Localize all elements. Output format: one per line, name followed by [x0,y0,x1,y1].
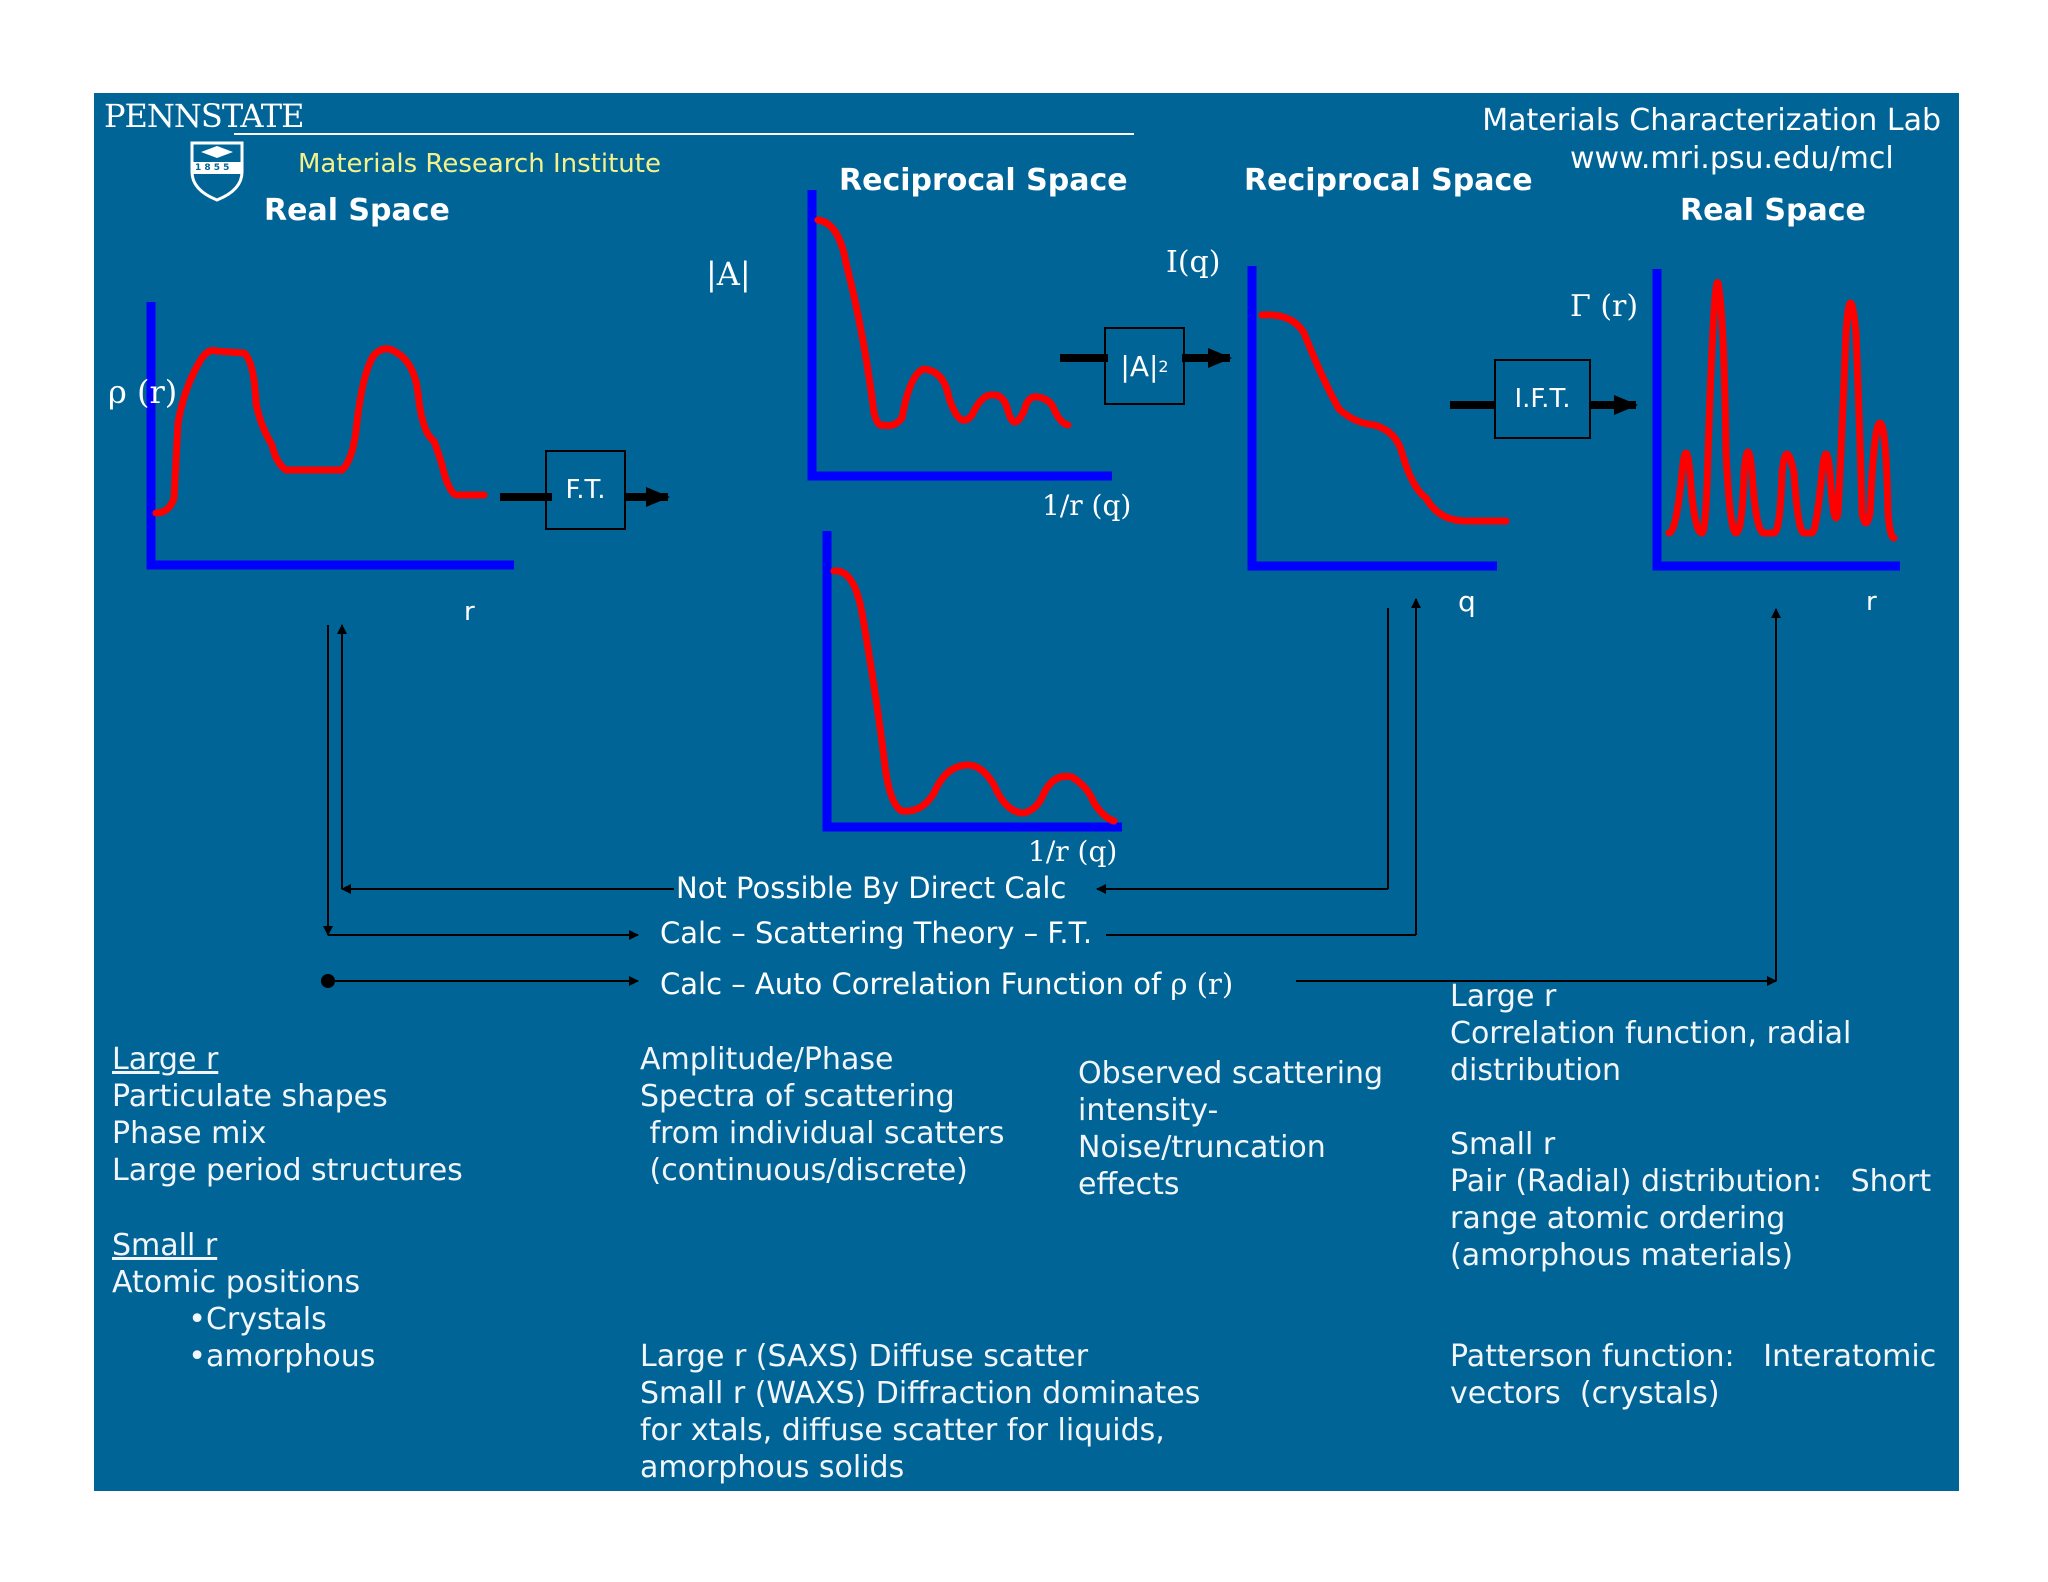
plot-abs-a-top [807,190,1112,481]
axis-label-gamma-r: Γ (r) [1570,289,1639,324]
flow-label-scattering-theory: Calc – Scattering Theory – F.T. [660,916,1093,950]
heading-reciprocal-space-1: Reciprocal Space [839,163,1128,198]
col1-small-r-heading: Small r [112,1228,218,1263]
flow-label-auto-correlation-symbol: ρ (r) [1170,967,1234,1001]
plot-abs-a-bottom-curve [830,567,1118,825]
plot-i-q-axes [1247,266,1497,571]
flow-label-auto-correlation-text: Calc – Auto Correlation Function of [660,967,1162,1001]
col4-large-r-note: Large r Correlation function, radial dis… [1450,979,1852,1088]
abs-a-squared-label: |A| [1120,349,1159,383]
plot-i-q [1247,266,1510,571]
axis-label-q: q [1458,585,1476,618]
plot-rho-r [146,302,514,570]
heading-real-space-right: Real Space [1680,193,1866,228]
col1-large-r-heading: Large r [112,1042,219,1077]
flow-origin-dot [321,974,335,988]
axis-label-r-left: r [464,597,475,627]
pennstate-wordmark: PENNSTATE [104,97,304,135]
axis-label-one-over-r-q-top: 1/r (q) [1042,489,1132,522]
col4-small-r-note: Small r Pair (Radial) distribution: Shor… [1450,1127,1932,1273]
axis-label-abs-a: |A| [706,255,751,293]
lab-url: www.mri.psu.edu/mcl [1570,141,1894,176]
ft-box: F.T. [545,450,626,530]
plot-abs-a-bottom [822,531,1122,832]
axis-label-rho-r: ρ (r) [108,373,178,411]
squared-exponent: 2 [1158,356,1169,376]
diagram-graphics [146,190,1900,988]
slide-background: PENNSTATE 1 8 5 5 Materials Research Ins… [94,93,1959,1491]
pennstate-shield-logo: 1 8 5 5 [189,140,245,202]
heading-reciprocal-space-2: Reciprocal Space [1244,163,1533,198]
plot-abs-a-bottom-axes [822,531,1122,832]
institute-name: Materials Research Institute [298,149,661,179]
col1-small-r-body: Atomic positions •Crystals •amorphous [112,1265,376,1374]
col2-top-note: Amplitude/Phase Spectra of scattering fr… [640,1042,1005,1188]
shield-year: 1 8 5 5 [195,163,230,173]
axis-label-one-over-r-q-bottom: 1/r (q) [1028,835,1118,868]
ift-box: I.F.T. [1494,359,1591,439]
heading-real-space-left: Real Space [264,193,450,228]
flow-lines [323,598,1781,986]
plot-abs-a-axes [807,190,1112,481]
col3-note: Observed scattering intensity- Noise/tru… [1078,1056,1384,1202]
plot-gamma-r-curve [1665,279,1898,542]
col1-large-r-body: Particulate shapes Phase mix Large perio… [112,1079,463,1188]
lab-name: Materials Characterization Lab [1482,103,1941,138]
axis-label-r-right: r [1866,587,1877,617]
plot-gamma-r [1652,269,1900,571]
plot-rho-curve [152,345,488,517]
header-rule [234,133,1134,135]
abs-a-squared-box: |A| 2 [1104,327,1185,405]
flow-label-not-possible: Not Possible By Direct Calc [676,871,1067,905]
col4-patterson-note: Patterson function: Interatomic vectors … [1450,1339,1937,1411]
axis-label-i-q: I(q) [1166,245,1221,280]
flow-label-auto-correlation: Calc – Auto Correlation Function of ρ (r… [660,967,1233,1001]
plot-gamma-r-axes [1652,269,1900,571]
plot-rho-axes [146,302,514,570]
plot-i-q-curve [1258,311,1510,525]
col2-bottom-note: Large r (SAXS) Diffuse scatter Small r (… [640,1339,1201,1485]
plot-abs-a-curve [814,216,1072,430]
